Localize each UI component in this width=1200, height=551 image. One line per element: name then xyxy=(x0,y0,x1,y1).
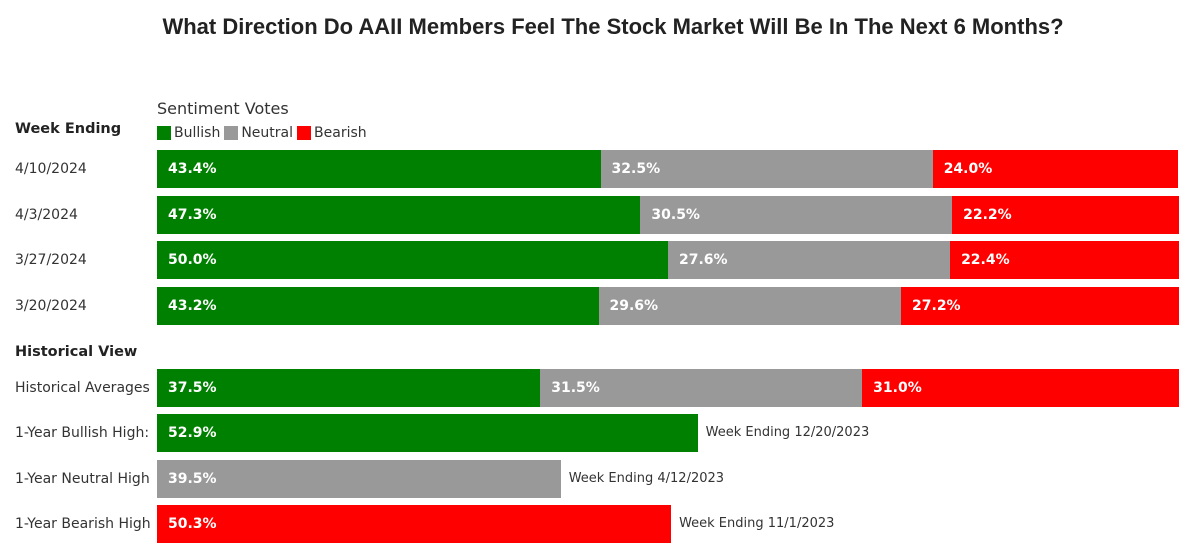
legend-swatch-bullish xyxy=(157,126,171,140)
week-row-1-bullish-value: 47.3% xyxy=(168,207,217,223)
chart-title: What Direction Do AAII Members Feel The … xyxy=(162,14,1064,39)
week-row-3-bearish-bar xyxy=(901,287,1179,325)
high-row-bullish-value: 52.9% xyxy=(168,425,217,441)
week-row-1-bearish-value: 22.2% xyxy=(963,207,1012,223)
historical-average-label: Historical Averages xyxy=(15,380,150,396)
week-row-2-bullish-bar xyxy=(157,241,668,279)
legend-item-neutral: Neutral xyxy=(224,125,293,141)
high-row-neutral-label: 1-Year Neutral High xyxy=(15,471,150,487)
week-row-1-neutral-bar xyxy=(640,196,953,234)
week-row-1-bullish-bar xyxy=(157,196,641,234)
high-row-neutral-value: 39.5% xyxy=(168,471,217,487)
high-row-bullish-label: 1-Year Bullish High: xyxy=(15,425,150,441)
legend: Bullish Neutral Bearish xyxy=(157,125,371,141)
week-row-0-bullish-bar xyxy=(157,150,601,188)
high-row-bullish-note: Week Ending 12/20/2023 xyxy=(705,425,870,440)
week-row-2-neutral-bar xyxy=(668,241,951,279)
week-row-3-label: 3/20/2024 xyxy=(15,298,87,314)
week-row-3-bearish-value: 27.2% xyxy=(912,298,961,314)
legend-label-neutral: Neutral xyxy=(241,125,294,141)
week-row-0-neutral-bar xyxy=(600,150,933,188)
historical-average-bullish-value: 37.5% xyxy=(168,380,217,396)
week-row-3-bullish-bar xyxy=(157,287,599,325)
high-row-bearish-label: 1-Year Bearish High xyxy=(15,516,151,532)
week-row-0-neutral-value: 32.5% xyxy=(611,161,661,177)
week-row-0-bearish-bar xyxy=(932,150,1178,188)
section-historical-view: Historical View xyxy=(15,344,138,360)
legend-swatch-bearish xyxy=(297,126,312,140)
week-row-0-label: 4/10/2024 xyxy=(15,161,87,177)
week-row-1-label: 4/3/2024 xyxy=(15,207,78,223)
high-row-bearish-bar xyxy=(157,505,672,543)
historical-average-neutral-bar xyxy=(540,369,863,407)
legend-swatch-neutral xyxy=(224,126,239,140)
high-row-neutral-note: Week Ending 4/12/2023 xyxy=(568,471,725,486)
week-row-1-neutral-value: 30.5% xyxy=(651,207,700,223)
legend-title: Sentiment Votes xyxy=(157,99,289,118)
legend-label-bullish: Bullish xyxy=(174,125,221,141)
week-row-2-bearish-bar xyxy=(950,241,1179,279)
section-week-ending: Week Ending xyxy=(15,121,122,137)
week-row-2-neutral-value: 27.6% xyxy=(679,252,728,268)
week-row-3-neutral-bar xyxy=(598,287,901,325)
week-row-0-bullish-value: 43.4% xyxy=(168,161,217,177)
week-row-2-label: 3/27/2024 xyxy=(15,252,87,268)
high-row-bearish-note: Week Ending 11/1/2023 xyxy=(679,516,835,531)
historical-average-bullish-bar xyxy=(157,369,541,407)
historical-average-bearish-value: 31.0% xyxy=(873,380,922,396)
historical-average-neutral-value: 31.5% xyxy=(551,380,600,396)
high-row-bullish-bar xyxy=(157,414,698,452)
legend-item-bullish: Bullish xyxy=(157,125,220,141)
week-row-2-bullish-value: 50.0% xyxy=(168,252,217,268)
week-row-2-bearish-value: 22.4% xyxy=(961,252,1010,268)
legend-item-bearish: Bearish xyxy=(297,125,367,141)
high-row-neutral-bar xyxy=(157,460,561,498)
legend-label-bearish: Bearish xyxy=(314,125,367,141)
week-row-3-neutral-value: 29.6% xyxy=(609,298,659,314)
week-row-0-bearish-value: 24.0% xyxy=(943,161,993,177)
historical-average-bearish-bar xyxy=(862,369,1179,407)
high-row-bearish-value: 50.3% xyxy=(168,516,217,532)
week-row-1-bearish-bar xyxy=(952,196,1179,234)
week-row-3-bullish-value: 43.2% xyxy=(168,298,217,314)
